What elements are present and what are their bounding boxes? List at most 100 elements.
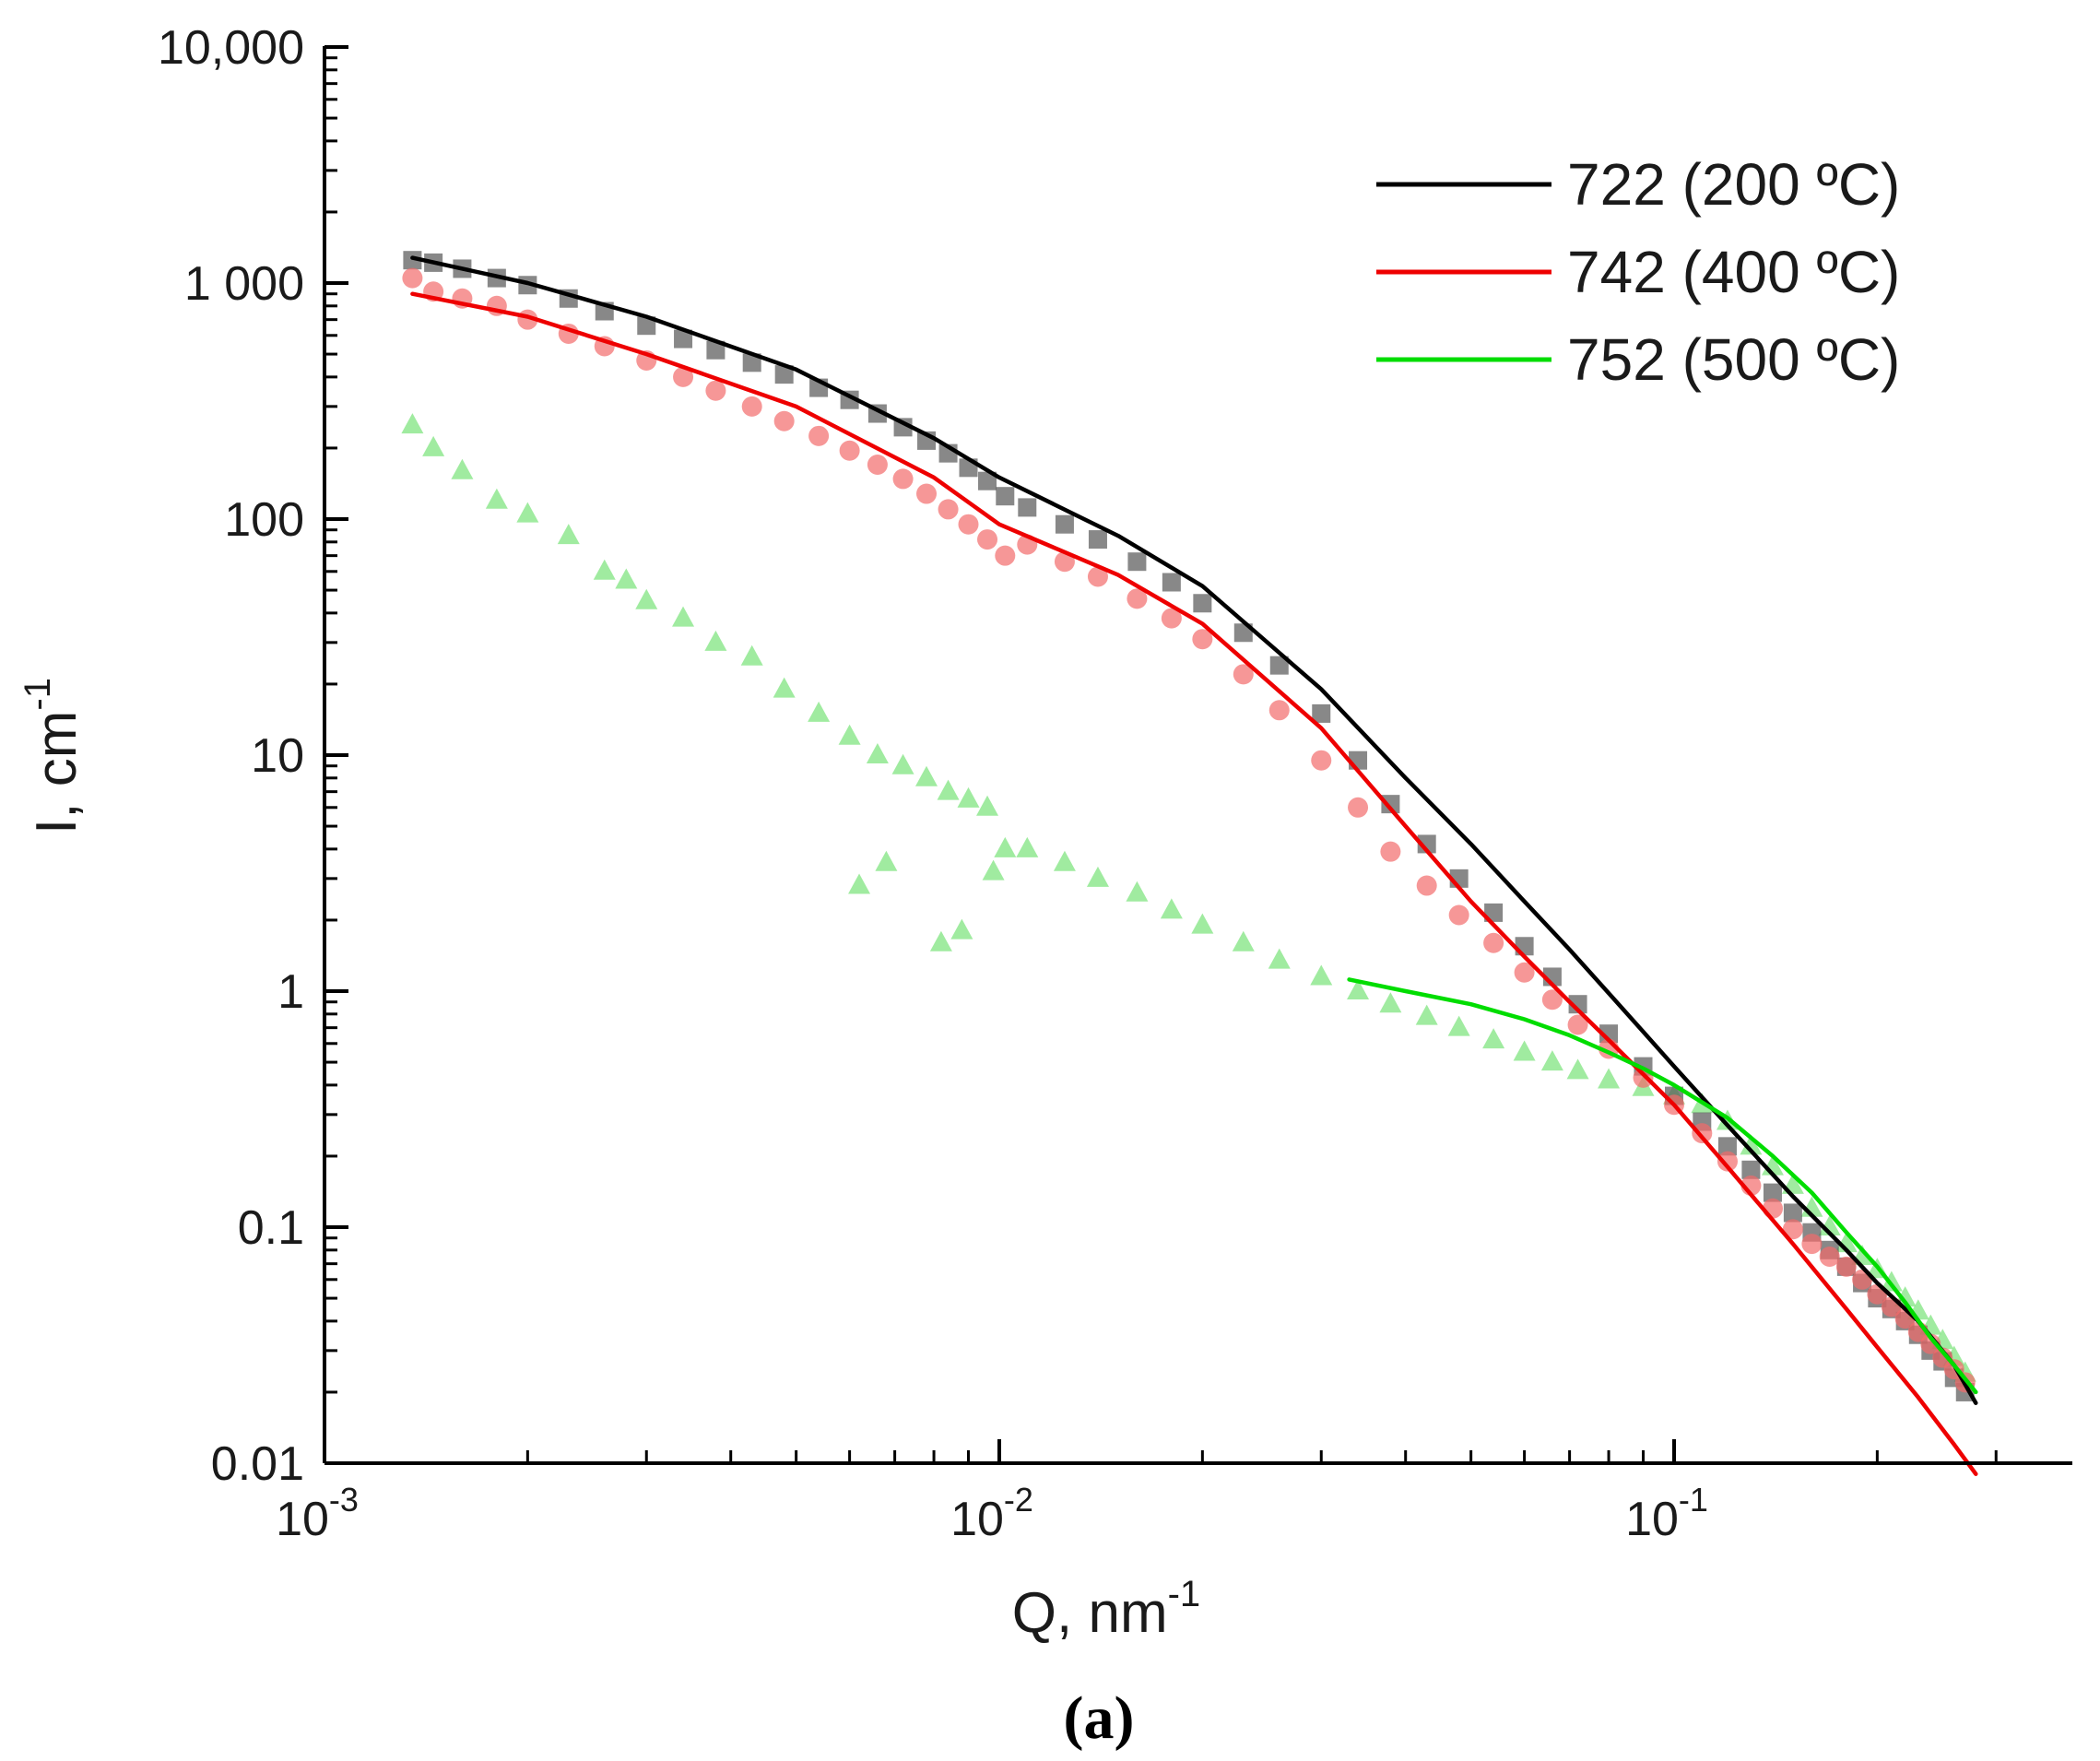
data-point — [403, 251, 422, 270]
data-point — [1018, 498, 1037, 517]
data-point — [1819, 1246, 1840, 1267]
data-point — [1763, 1183, 1782, 1202]
data-point — [1540, 1050, 1563, 1071]
data-point — [1269, 656, 1289, 675]
data-point — [995, 545, 1016, 566]
data-point — [976, 795, 999, 816]
data-point — [1448, 904, 1469, 926]
data-point — [485, 488, 508, 509]
data-point — [1801, 1234, 1823, 1255]
y-tick-label: 0.01 — [211, 1437, 304, 1491]
data-point — [867, 455, 888, 476]
data-point — [1782, 1219, 1803, 1240]
data-point — [557, 524, 580, 545]
data-point — [593, 559, 616, 580]
data-point — [674, 329, 693, 349]
data-point — [1568, 995, 1587, 1014]
x-tick-label: 10-1 — [1625, 1481, 1708, 1546]
data-point — [1415, 1004, 1438, 1025]
series-1-fit-line — [410, 255, 1978, 1405]
data-point — [773, 677, 796, 698]
axis-ticks — [323, 45, 1998, 1465]
data-point — [1086, 866, 1109, 887]
data-point — [1055, 514, 1074, 534]
data-point — [740, 644, 763, 666]
data-point — [774, 365, 794, 384]
y-tick-label: 0.1 — [238, 1201, 304, 1255]
y-tick-label: 10,000 — [158, 21, 304, 75]
data-point — [1880, 1271, 1903, 1292]
data-point — [1835, 1256, 1857, 1277]
axes — [323, 46, 2072, 1465]
x-tick-label: 10-2 — [950, 1481, 1033, 1546]
series-3-markers — [401, 413, 1976, 1382]
data-point — [1312, 703, 1331, 723]
data-point — [516, 502, 539, 523]
data-point — [839, 440, 860, 461]
data-point — [994, 836, 1017, 857]
data-point — [1233, 664, 1254, 685]
data-point — [1379, 992, 1402, 1013]
data-point — [1514, 962, 1535, 983]
y-tick-label: 100 — [224, 493, 304, 547]
data-point — [422, 435, 445, 456]
data-point — [808, 425, 830, 446]
series-layer — [401, 251, 1976, 1401]
data-point — [1161, 608, 1182, 629]
data-point — [741, 396, 762, 417]
data-point — [401, 413, 424, 434]
y-tick-labels: 10,000 1 000 100 10 1 0.1 0.01 — [158, 21, 304, 1491]
legend-label-3: 752 (500 ºC) — [1567, 326, 1900, 393]
y-tick-label: 1 — [277, 965, 304, 1019]
data-point — [848, 873, 871, 894]
data-point — [1268, 948, 1291, 969]
data-point — [1717, 1137, 1737, 1156]
legend: 722 (200 ºC) 742 (400 ºC) 752 (500 ºC) — [1376, 151, 1900, 393]
data-point — [916, 483, 938, 504]
data-point — [1127, 552, 1147, 572]
data-point — [773, 410, 795, 431]
data-point — [957, 786, 980, 808]
data-point — [1016, 836, 1039, 857]
data-point — [978, 471, 997, 490]
series-3-fit-line — [1347, 977, 1978, 1395]
data-point — [937, 779, 960, 800]
data-point — [1541, 989, 1563, 1011]
data-point — [1160, 898, 1183, 919]
data-point — [672, 606, 695, 627]
data-point — [1053, 850, 1076, 871]
legend-label-2: 742 (400 ºC) — [1567, 239, 1900, 305]
x-tick-label: 10-3 — [276, 1481, 359, 1546]
data-point — [704, 630, 727, 651]
data-point — [1717, 1151, 1738, 1172]
data-point — [977, 529, 998, 550]
data-point — [875, 850, 898, 871]
data-point — [742, 353, 761, 372]
data-point — [1381, 795, 1400, 814]
data-point — [1447, 1015, 1470, 1036]
data-point — [635, 588, 658, 609]
data-point — [615, 568, 638, 589]
data-point — [1513, 1040, 1536, 1061]
series-1-markers — [403, 251, 1975, 1401]
data-point — [915, 765, 938, 786]
data-point — [705, 380, 726, 401]
y-axis-title: I, cm-1 — [18, 678, 88, 834]
data-point — [838, 724, 861, 745]
data-point — [891, 753, 914, 774]
data-point — [1482, 1028, 1505, 1049]
data-point — [1417, 834, 1436, 854]
data-point — [1310, 964, 1333, 986]
y-tick-label: 1 000 — [184, 257, 304, 311]
data-point — [1380, 841, 1401, 862]
x-axis-title: Q, nm-1 — [1012, 1574, 1200, 1645]
data-point — [1348, 797, 1369, 818]
data-point — [958, 514, 979, 535]
figure-caption: (a) — [1064, 1684, 1135, 1752]
data-point — [1232, 930, 1255, 951]
data-point — [1162, 573, 1181, 592]
data-point — [1483, 932, 1504, 953]
data-point — [996, 487, 1015, 506]
series-2-fit-line — [410, 291, 1978, 1476]
